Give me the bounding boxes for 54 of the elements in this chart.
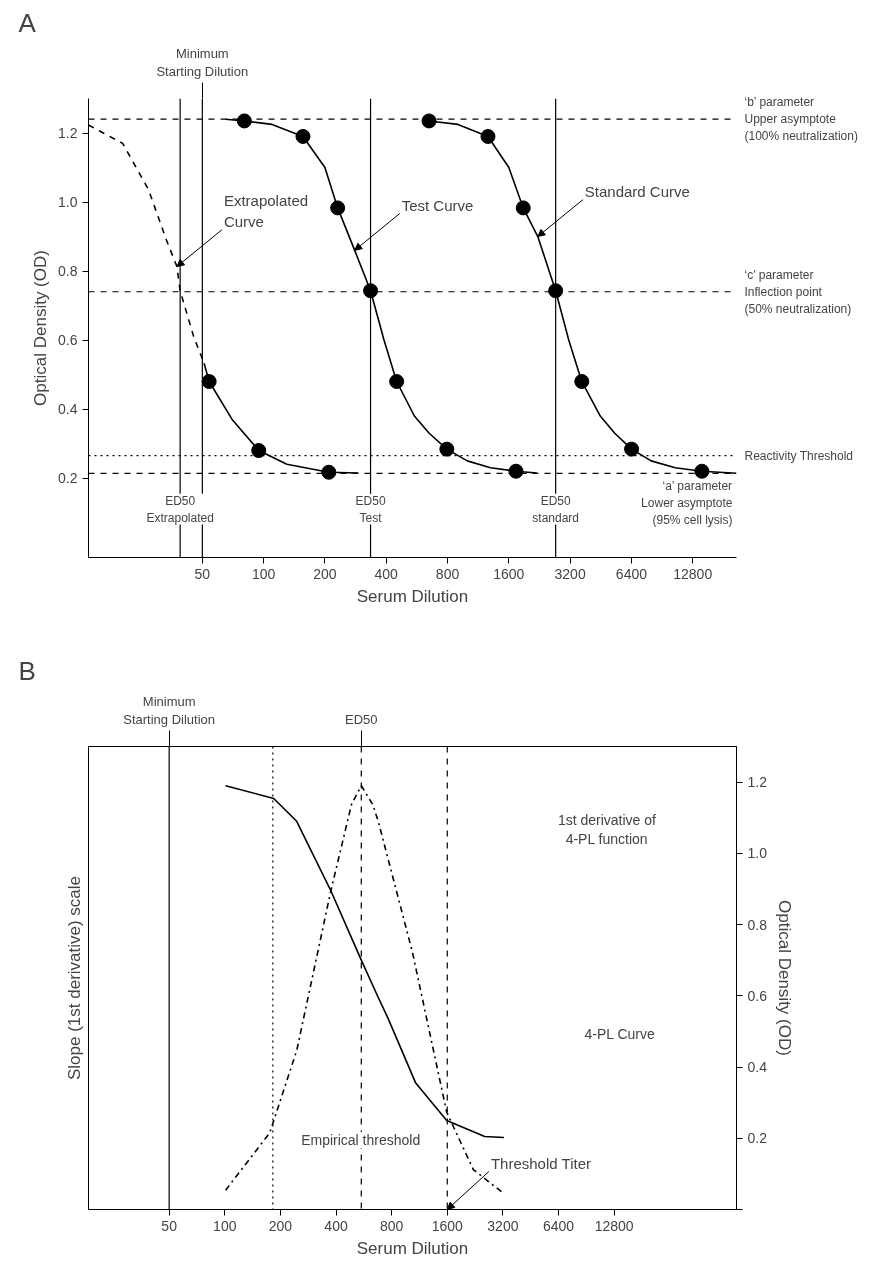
y-tick-label: 0.6	[58, 332, 78, 349]
x-tick-label: 100	[251, 565, 276, 582]
ref-line-label: ‘b’ parameter Upper asymptote (100% neutralization)	[744, 95, 858, 144]
y-tick-label: 1.0	[58, 194, 78, 211]
annotation: Test Curve	[401, 196, 474, 214]
annotation: Empirical threshold	[301, 1132, 421, 1149]
annotation: Extrapolated Curve	[223, 192, 309, 230]
y-axis-title: Slope (1st derivative) scale	[64, 875, 84, 1081]
y2-tick-label: 0.8	[747, 916, 768, 933]
x-tick-label: 1600	[431, 1217, 464, 1234]
ref-line-label: ED50	[345, 711, 378, 727]
y2-axis-title: Optical Density (OD)	[774, 900, 794, 1056]
x-tick-label: 3200	[487, 1217, 519, 1234]
x-tick-label: 800	[435, 565, 460, 582]
annotation: ED50 Extrapolated	[146, 493, 214, 525]
x-axis-title: Serum Dilution	[356, 1238, 469, 1258]
x-tick-label: 6400	[615, 565, 648, 582]
ref-line-label: Reactivity Threshold	[744, 448, 853, 463]
annotation: 1st derivative of 4-PL function	[557, 812, 657, 848]
annotation: ED50 Test	[355, 493, 386, 525]
x-tick-label: 400	[374, 565, 399, 582]
annotation: Threshold Titer	[490, 1154, 591, 1172]
x-tick-label: 50	[161, 1217, 178, 1234]
x-axis-title: Serum Dilution	[356, 586, 469, 606]
chart-title: A	[18, 7, 37, 38]
x-tick-label: 200	[313, 565, 337, 582]
x-tick-label: 200	[268, 1217, 293, 1234]
y2-tick-label: 0.6	[747, 987, 768, 1004]
y2-tick-label: 0.4	[747, 1059, 768, 1076]
y2-tick-label: 0.2	[747, 1130, 768, 1147]
y-tick-label: 0.8	[58, 263, 78, 280]
annotation: ED50 standard	[532, 493, 580, 525]
x-tick-label: 50	[194, 565, 211, 582]
x-tick-label: 1600	[493, 565, 525, 582]
annotation: 4-PL Curve	[584, 1025, 655, 1042]
y-tick-label: 0.2	[58, 470, 78, 487]
y-tick-label: 0.4	[58, 401, 78, 418]
x-tick-label: 6400	[542, 1217, 575, 1234]
ref-line-label: ‘c’ parameter Inflection point (50% neutralization)	[744, 267, 852, 316]
x-tick-label: 3200	[554, 565, 586, 582]
y2-tick-label: 1.2	[747, 774, 768, 791]
ref-line-label: Minimum Starting Dilution	[156, 45, 249, 79]
x-tick-label: 400	[324, 1217, 348, 1234]
ref-line-label: ‘a’ parameter Lower asymptote (95% cell lysis)	[641, 479, 733, 527]
y-tick-label: 1.2	[58, 125, 78, 142]
y-axis-title: Optical Density (OD)	[31, 250, 51, 406]
ref-line-label: Minimum Starting Dilution	[123, 693, 216, 727]
y2-tick-label: 1.0	[747, 845, 768, 862]
x-tick-label: 12800	[673, 565, 713, 582]
annotation: Standard Curve	[584, 182, 690, 200]
x-tick-label: 100	[213, 1217, 237, 1234]
chart-title: B	[18, 655, 36, 686]
x-tick-label: 800	[379, 1217, 404, 1234]
x-tick-label: 12800	[594, 1217, 634, 1234]
